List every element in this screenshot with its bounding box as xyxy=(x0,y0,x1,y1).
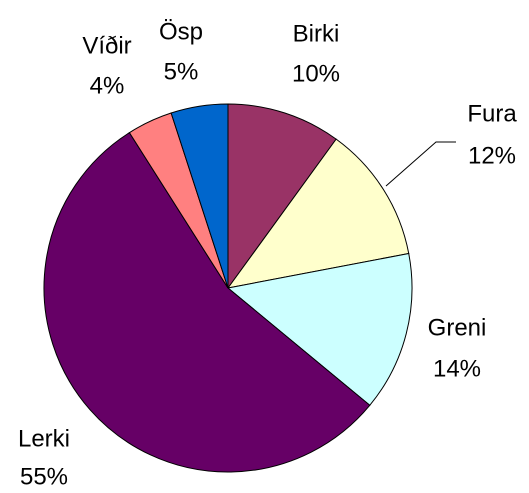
pie-slice xyxy=(226,252,413,406)
pie-slice xyxy=(170,103,229,289)
slice-label: Birki xyxy=(293,20,340,47)
slice-label: Lerki xyxy=(18,425,70,452)
pie-slice xyxy=(226,138,410,289)
pie-slice xyxy=(227,103,337,290)
slice-value: 12% xyxy=(468,142,516,169)
slice-value: 55% xyxy=(20,463,68,490)
leader-line xyxy=(385,141,456,187)
slice-value: 14% xyxy=(433,355,481,382)
slice-label: Fura xyxy=(467,100,517,127)
slice-label: Víðir xyxy=(82,32,131,59)
slice-value: 4% xyxy=(90,72,125,99)
pie-slice xyxy=(43,131,371,473)
slice-value: 5% xyxy=(164,58,199,85)
slice-value: 10% xyxy=(292,60,340,87)
slice-label: Ösp xyxy=(159,18,203,45)
slice-label: Greni xyxy=(428,314,487,341)
